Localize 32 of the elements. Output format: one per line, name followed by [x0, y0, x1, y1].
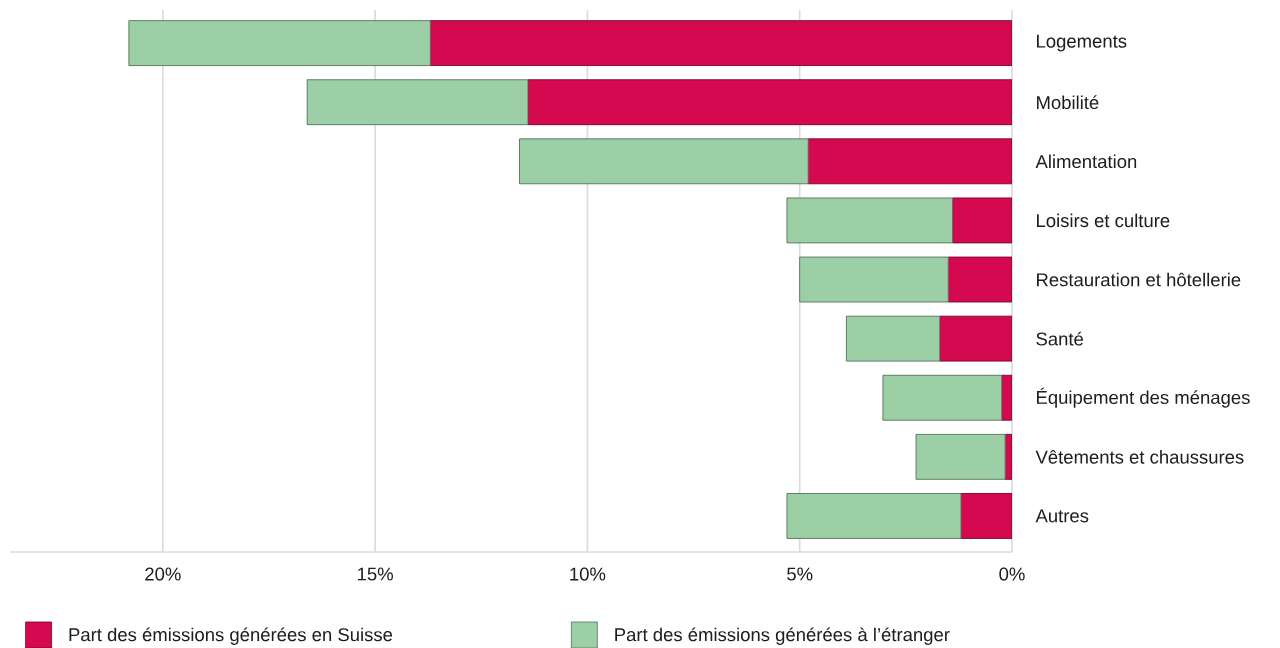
- bar: [939, 315, 1012, 362]
- y-tick-label: Loisirs et culture: [1037, 213, 1170, 228]
- legend-label: Part des émissions générées à l’étranger: [615, 627, 950, 645]
- legend-label: Part des émissions générées en Suisse: [69, 627, 393, 645]
- bar: [947, 256, 1012, 303]
- y-tick-label: Alimentation: [1035, 154, 1137, 169]
- x-tick-label: 15%: [358, 567, 393, 581]
- y-tick-label: Logements: [1037, 34, 1127, 52]
- bar: [527, 79, 1012, 126]
- y-tick-label: Équipement des ménages: [1037, 387, 1250, 408]
- bar: [807, 138, 1012, 185]
- bar: [786, 197, 953, 244]
- x-tick-label: 5%: [787, 567, 813, 581]
- bar: [799, 256, 949, 303]
- x-tick-label: 10%: [570, 567, 606, 581]
- bar: [845, 315, 941, 362]
- bar: [960, 493, 1012, 539]
- bar: [952, 197, 1012, 244]
- bar: [519, 138, 809, 185]
- x-tick-label: 20%: [145, 567, 181, 581]
- bar: [128, 20, 431, 67]
- bar: [429, 20, 1012, 67]
- y-tick-label: Mobilité: [1037, 95, 1099, 110]
- bar: [915, 433, 1006, 480]
- x-tick-label: 0%: [999, 567, 1025, 581]
- y-tick-label: Autres: [1035, 509, 1089, 523]
- bar: [882, 374, 1003, 421]
- bar: [306, 79, 529, 126]
- y-tick-label: Vêtements et chaussures: [1035, 450, 1244, 464]
- y-tick-label: Santé: [1036, 331, 1084, 346]
- bar: [786, 493, 962, 539]
- y-tick-label: Restauration et hôtellerie: [1037, 272, 1241, 287]
